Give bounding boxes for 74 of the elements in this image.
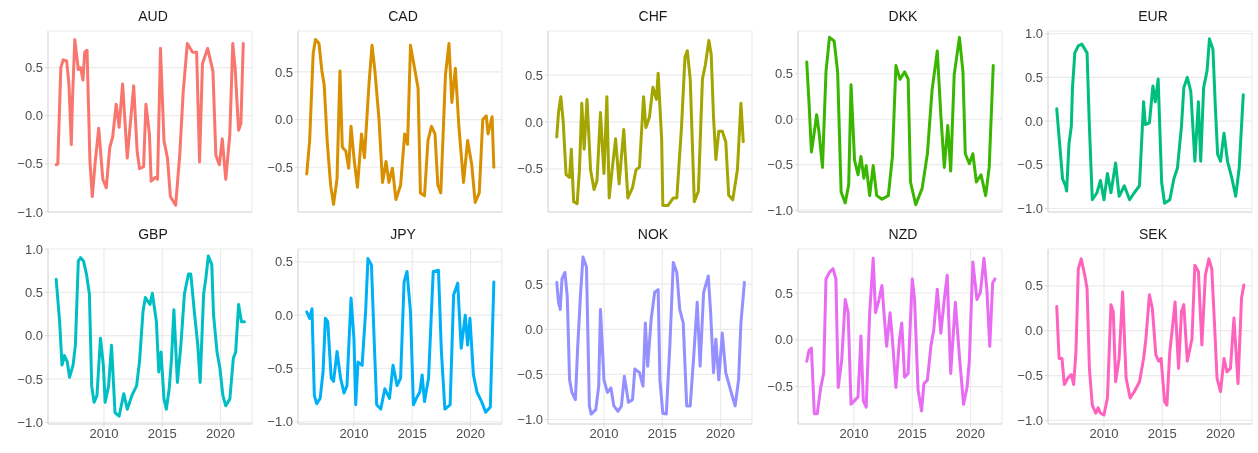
chart-title: CAD [387,8,419,26]
chart-title: SEK [1138,226,1168,244]
y-tick-label: −0.5 [267,361,293,377]
y-tick-label: 0.0 [774,332,793,348]
y-tick-label: 1.0 [24,241,43,257]
x-tick-label: 2020 [706,426,735,442]
y-tick-label: −0.5 [1017,157,1043,173]
y-tick-label: 0.0 [1024,113,1043,129]
x-tick-label: 2010 [589,426,619,442]
y-tick-label: −0.5 [767,379,793,395]
y-tick-label: −0.5 [517,161,543,177]
chart-title: JPY [389,226,417,244]
chart-title: AUD [137,8,169,26]
y-tick-label: 0.0 [274,307,293,323]
x-tick-label: 2015 [147,426,177,442]
y-tick-label: −0.5 [17,156,43,172]
y-tick-label: 0.5 [1024,278,1043,294]
x-tick-label: 2020 [456,426,485,442]
line-series [805,256,997,416]
x-tick-label: 2010 [1089,426,1119,442]
y-tick-label: −1.0 [267,414,293,430]
line-series [1055,257,1246,417]
y-tick-label: −0.5 [767,157,793,173]
y-tick-label: 1.0 [1024,26,1043,42]
line-series [1055,37,1245,205]
line-series [555,38,745,207]
y-tick-label: 0.0 [1024,323,1043,339]
y-tick-label: −0.5 [267,159,293,175]
y-tick-label: 0.5 [774,66,793,82]
y-tick-label: −1.0 [17,414,43,430]
y-tick-label: 0.5 [524,276,543,292]
y-tick-label: 0.5 [274,64,293,80]
y-tick-label: −1.0 [1017,413,1043,429]
y-tick-label: 0.0 [24,328,43,344]
y-tick-label: 0.5 [24,60,43,76]
chart-title: EUR [1137,8,1169,26]
y-tick-label: −0.5 [17,371,43,387]
x-tick-label: 2010 [89,426,119,442]
x-tick-label: 2015 [647,426,677,442]
line-series [305,257,496,414]
y-tick-label: −0.5 [1017,368,1043,384]
x-tick-label: 2015 [1147,426,1177,442]
y-tick-label: 0.0 [24,108,43,124]
x-tick-label: 2015 [397,426,427,442]
line-series [555,255,746,416]
y-tick-label: −1.0 [767,202,793,218]
y-tick-label: 0.5 [24,284,43,300]
y-tick-label: 0.0 [524,321,543,337]
x-tick-label: 2010 [839,426,869,442]
chart-title: CHF [637,8,669,26]
chart-title: NOK [636,226,670,244]
chart-title: NZD [887,226,919,244]
chart-title: GBP [138,226,168,242]
y-tick-label: 0.0 [774,111,793,127]
y-tick-label: 0.5 [774,285,793,301]
y-tick-label: −1.0 [1017,201,1043,217]
y-tick-label: −1.0 [517,412,543,428]
y-tick-label: −1.0 [17,204,43,220]
x-tick-label: 2020 [1206,426,1235,442]
y-tick-label: 0.0 [274,112,293,128]
x-tick-label: 2020 [206,426,235,442]
y-tick-label: −0.5 [517,367,543,382]
chart-title: DKK [887,8,919,26]
line-series [305,38,496,206]
y-tick-label: 0.5 [524,67,543,83]
line-series [54,38,245,207]
x-tick-label: 2010 [339,426,369,442]
y-tick-label: 0.5 [274,254,293,270]
line-series [805,35,995,207]
y-tick-label: 0.5 [1024,69,1043,85]
x-tick-label: 2015 [897,426,927,442]
x-tick-label: 2020 [956,426,985,442]
y-tick-label: 0.0 [524,114,543,130]
line-series [54,254,246,418]
